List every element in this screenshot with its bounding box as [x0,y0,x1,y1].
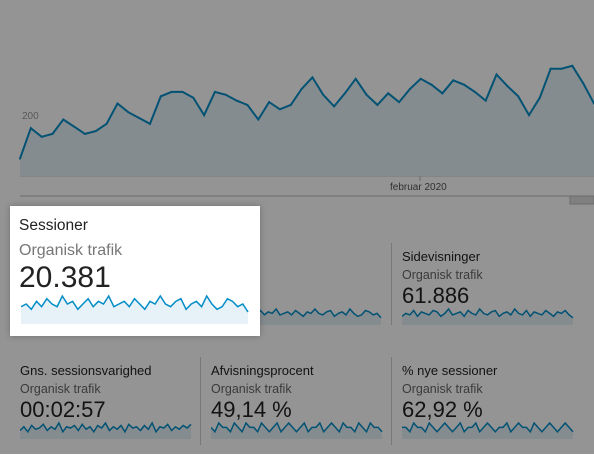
chart-data-point [19,157,21,160]
chart-data-point [62,118,65,121]
sparkline-line [402,421,574,434]
chart-data-point [127,111,130,114]
sparkline-area [20,423,191,439]
sparkline-line [21,294,249,313]
chart-area-fill [20,65,594,176]
metric-segment: Organisk trafik [402,382,483,396]
sparkline-line [211,421,383,434]
chart-data-point [235,99,238,102]
sparkline-area [402,309,573,325]
chart-data-point [441,92,444,95]
metric-divider [391,357,392,445]
chart-data-point [289,103,292,106]
chart-data-point [387,92,390,95]
chart-data-point [452,79,455,82]
chart-data-point [538,96,541,99]
chart-data-point [549,67,552,70]
chart-data-point [224,93,227,96]
metric-sparkline [402,307,574,325]
metric-value: 62,92 % [402,397,483,422]
chart-data-point [105,122,108,125]
chart-data-point [419,77,422,80]
chart-data-point [463,83,466,86]
chart-data-point [571,64,574,67]
metric-segment: Organisk trafik [211,382,292,396]
chart-data-point [40,135,43,138]
chart-data-point [94,130,97,133]
chart-data-point [257,118,260,121]
metric-title: Gns. sessionsvarighed [20,363,152,378]
scroll-handle[interactable] [569,195,594,205]
sparkline-line [402,307,574,319]
metric-value: 00:02:57 [20,397,106,422]
chart-data-point [343,92,346,95]
chart-data-point [322,93,325,96]
x-tick-label: februar 2020 [390,182,447,193]
chart-data-point [300,88,303,90]
metric-title: Afvisningsprocent [211,363,314,378]
chart-data-point [311,76,314,79]
chart-data-point [473,90,476,93]
metric-sparkline [21,294,249,324]
chart-data-point [213,90,216,93]
chart-data-point [506,85,509,88]
metric-segment: Organisk trafik [20,382,101,396]
sparkline-area [402,423,573,439]
metric-title: Sidevisninger [402,249,481,264]
chart-data-point [246,103,249,106]
chart-data-point [29,127,32,130]
chart-data-point [430,83,433,86]
chart-series-line [19,64,594,159]
chart-data-point [268,101,271,104]
metric-segment: Organisk trafik [19,242,123,259]
sparkline-line [20,421,192,434]
chart-data-point [582,82,585,85]
metric-title: Sessioner [19,217,88,234]
sessions-line-chart: 200 februar 2020 [19,64,594,205]
metric-card-bounce-rate[interactable]: Afvisningsprocent Organisk trafik 49,14 … [211,363,391,463]
chart-data-point [365,93,368,96]
chart-data-point [148,122,151,125]
chart-data-point [181,90,184,93]
metric-value: 20.381 [19,261,111,294]
y-tick-label: 200 [22,111,39,122]
chart-data-point [192,96,195,99]
metric-title: % nye sessioner [402,363,498,378]
highlighted-metric-card-sessions[interactable]: Sessioner Organisk trafik 20.381 [10,206,260,336]
chart-data-point [170,90,173,93]
metric-card-avg-session-duration[interactable]: Gns. sessionsvarighed Organisk trafik 00… [20,363,200,463]
chart-data-point [517,95,520,98]
chart-data-point [560,67,563,70]
metric-sparkline [20,421,192,439]
metric-sparkline [402,421,574,439]
metric-card-pageviews[interactable]: Sidevisninger Organisk trafik 61.886 [402,249,582,349]
chart-data-point [376,103,379,106]
metric-card-new-sessions[interactable]: % nye sessioner Organisk trafik 62,92 % [402,363,582,463]
chart-data-point [203,114,206,117]
chart-data-point [73,125,76,128]
chart-data-point [116,102,119,105]
chart-data-point [408,88,411,90]
metric-value: 49,14 % [211,397,292,422]
sparkline-area [211,423,382,439]
chart-data-point [528,114,531,117]
chart-data-point [159,95,162,98]
chart-data-point [51,132,54,135]
chart-data-point [83,132,86,135]
chart-data-point [138,117,141,119]
chart-data-point [354,77,357,80]
chart-data-point [398,101,401,104]
sparkline-area [21,296,248,324]
metric-divider [200,357,201,445]
chart-data-point [484,99,487,102]
metric-sparkline [211,421,383,439]
metric-segment: Organisk trafik [402,268,483,282]
chart-data-point [495,73,498,76]
chart-data-point [333,105,336,108]
metric-value: 61.886 [402,283,470,308]
metric-divider [391,243,392,325]
chart-data-point [278,108,281,111]
